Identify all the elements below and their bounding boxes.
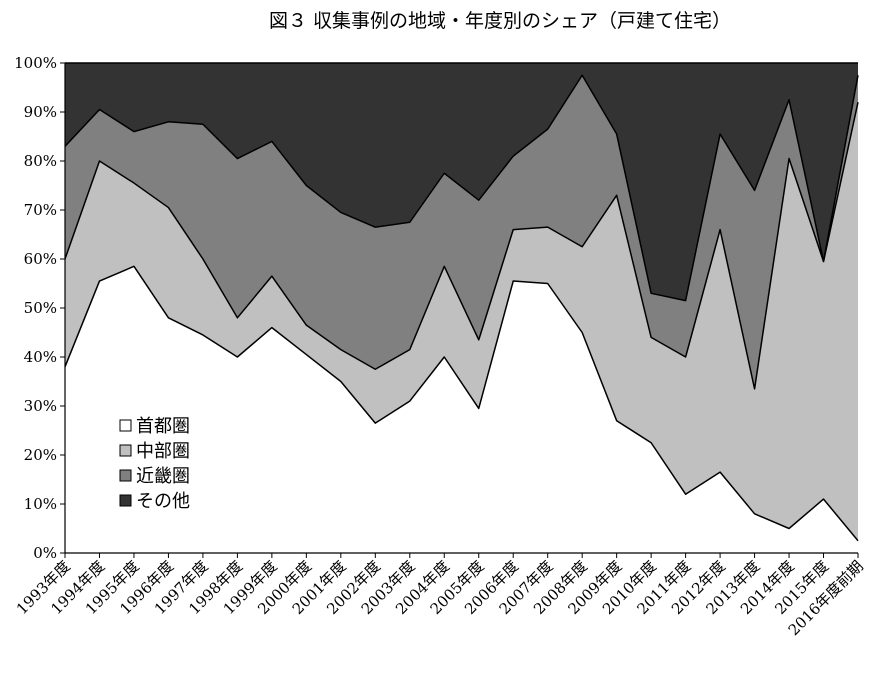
x-axis: 1993年度1994年度1995年度1996年度1997年度1998年度1999… [13, 552, 867, 639]
legend-label: 首都圏 [136, 416, 190, 437]
y-tick-label: 100% [14, 54, 57, 72]
legend-swatch [119, 419, 132, 432]
legend-label: 近畿圏 [136, 466, 190, 487]
legend-swatch [119, 494, 132, 507]
area-line-首都圏 [64, 265, 859, 542]
legend-swatch [119, 469, 132, 482]
chart-title: 図３ 収集事例の地域・年度別のシェア（戸建て住宅） [269, 10, 731, 32]
y-tick-label: 70% [24, 201, 57, 219]
area-line-近畿圏 [64, 74, 859, 302]
legend-label: その他 [136, 491, 190, 512]
area-その他 [65, 63, 858, 301]
area-line-中部圏 [64, 102, 859, 390]
y-tick-label: 10% [24, 495, 57, 513]
y-tick-label: 0% [33, 544, 57, 562]
area-近畿圏 [65, 75, 858, 389]
y-tick-label: 80% [24, 152, 57, 170]
area-中部圏 [65, 102, 858, 541]
y-axis: 0% 10% 20% 30% 40% 50% 60% 70% 80% 90% 100% [14, 54, 66, 562]
legend-label: 中部圏 [136, 441, 190, 462]
y-tick-label: 40% [24, 348, 57, 366]
y-tick-label: 20% [24, 446, 57, 464]
y-tick-label: 30% [24, 397, 57, 415]
legend-swatch [119, 444, 132, 457]
y-tick-label: 60% [24, 250, 57, 268]
area-series-group [64, 62, 859, 553]
y-tick-label: 90% [24, 103, 57, 121]
area-首都圏 [65, 266, 858, 553]
y-tick-label: 50% [24, 299, 57, 317]
